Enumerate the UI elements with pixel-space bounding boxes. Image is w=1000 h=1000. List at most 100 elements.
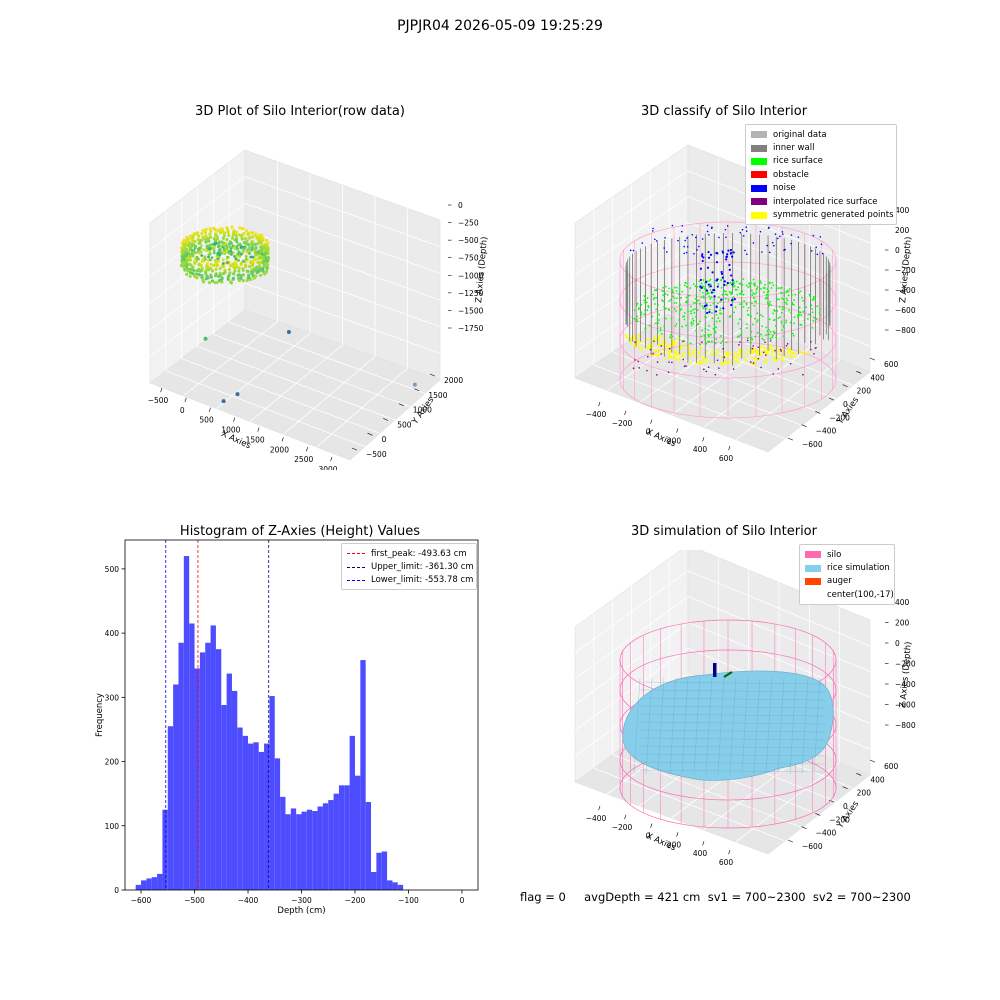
plot2-symmetric-point (727, 354, 730, 358)
plot1-surface-point (217, 256, 221, 259)
plot2-rice-point (675, 310, 677, 312)
plot4-rice-mesh (639, 737, 826, 741)
plot2-noise-point (726, 253, 729, 256)
plot3-bar (221, 705, 227, 890)
plot1-silo-point (214, 267, 218, 271)
plot1-silo-point (204, 277, 208, 281)
plot1-silo-point (249, 277, 253, 282)
plot2-rice-point (658, 319, 660, 321)
plot1-silo-point (192, 251, 196, 255)
plot2-rice-point (786, 299, 789, 302)
plot1-silo-point (247, 273, 251, 277)
plot2-rice-point (655, 308, 658, 311)
plot2-rice-point (766, 302, 769, 304)
plot2-symmetric-point (658, 351, 662, 355)
plot1-silo-point (198, 269, 202, 273)
plot1-silo-point (212, 263, 216, 268)
plot2-symmetric-point (716, 349, 720, 353)
plot2-rice-point (703, 334, 706, 337)
plot2-noise-point (731, 283, 734, 286)
plot2-noise-point (664, 237, 666, 239)
plot1-silo-point (233, 269, 237, 273)
plot1-silo-point (218, 231, 223, 235)
plot1-surface-point (244, 257, 248, 261)
plot2-symmetric-point (756, 350, 759, 353)
plot2-x-tick (728, 445, 731, 451)
plot2-noise-point (723, 283, 726, 287)
plot4-z-tick-label: 0 (895, 639, 900, 648)
plot2-symmetric-point (738, 349, 742, 352)
plot2-rice-point (661, 290, 664, 292)
plot2-symmetric-point (683, 351, 687, 354)
plot2-rice-point (777, 317, 780, 320)
plot2-rice-point (765, 333, 768, 336)
plot2-symmetric-point (704, 360, 707, 364)
plot1-silo-point (206, 268, 211, 272)
plot2-interpolated-point (751, 347, 754, 350)
plot2-rice-point (643, 313, 646, 315)
plot2-noise-point (731, 279, 734, 282)
plot1-surface-point (233, 246, 237, 249)
plot2-legend-swatch (751, 157, 767, 165)
plot2-symmetric-point (709, 360, 713, 363)
plot1-silo-point (252, 276, 256, 280)
plot1-surface-point (203, 255, 207, 259)
plot3-bar (328, 800, 334, 890)
plot2-rice-point (656, 330, 659, 333)
plot2-interpolated-point (752, 362, 755, 364)
plot2-rice-point (717, 283, 720, 286)
plot1-silo-point (221, 265, 226, 269)
plot2-noise-point (700, 254, 704, 258)
plot2-noise-point (652, 227, 654, 230)
plot2-noise-point (707, 256, 711, 259)
plot2-rice-point (692, 322, 695, 325)
plot1-silo-point (204, 227, 208, 231)
plot2-interpolated-point (746, 339, 749, 342)
plot4-rice-mesh (639, 689, 826, 693)
plot3-legend-line (347, 579, 365, 581)
plot3-bar (242, 735, 249, 890)
plot3-x-tick-label: −400 (238, 896, 259, 905)
plot1-surface-point (233, 254, 236, 258)
plot2-interpolated-point (779, 348, 782, 351)
plot2-rice-point (753, 293, 756, 295)
plot3-bar (365, 802, 372, 890)
plot2-noise-point (671, 224, 674, 227)
plot2-rice-point (732, 296, 735, 299)
plot4-x-axis-label: X Axies (645, 831, 678, 854)
plot1-silo-point (182, 260, 186, 265)
plot2-noise-point (699, 285, 702, 288)
plot1-silo-point (185, 272, 189, 276)
plot2-rice-point (655, 289, 658, 292)
plot1-silo-point (234, 230, 238, 234)
plot4-x-tick (598, 805, 601, 811)
plot2-noise-point (683, 252, 685, 255)
plot2-rice-point (673, 302, 676, 304)
plot2-noise-point (721, 251, 725, 254)
plot2-rice-point (735, 280, 738, 283)
plot1-silo-point (188, 242, 192, 246)
plot2-rice-point (753, 300, 756, 303)
plot2-legend-label: noise (773, 183, 796, 194)
plot2-rice-point (798, 306, 801, 309)
plot2-rice-point (783, 292, 786, 295)
plot1-surface-point (218, 248, 222, 251)
plot2-noise-point (706, 224, 709, 227)
plot1-z-tick-label: −750 (458, 254, 479, 263)
plot2-x-tick-label: 0 (646, 428, 651, 437)
plot1-silo-point (257, 239, 261, 243)
plot1-silo-point (260, 252, 264, 256)
plot2-rice-point (810, 304, 813, 307)
plot1-surface-point (235, 240, 239, 244)
plot2-noise-point (773, 244, 775, 247)
plot1-z-tick-label: 0 (458, 201, 463, 210)
plot2-interpolated-point (671, 361, 673, 364)
plot1-x-tick-label: 1500 (246, 435, 265, 444)
plot2-rice-point (662, 294, 665, 296)
plot2-noise-point (683, 245, 685, 248)
plot1-silo-point (227, 267, 231, 272)
plot2-noise-point (810, 250, 813, 252)
plot1-silo-point (258, 255, 262, 259)
plot4-rice-mesh (729, 677, 737, 775)
plot1-silo-point (264, 244, 268, 248)
